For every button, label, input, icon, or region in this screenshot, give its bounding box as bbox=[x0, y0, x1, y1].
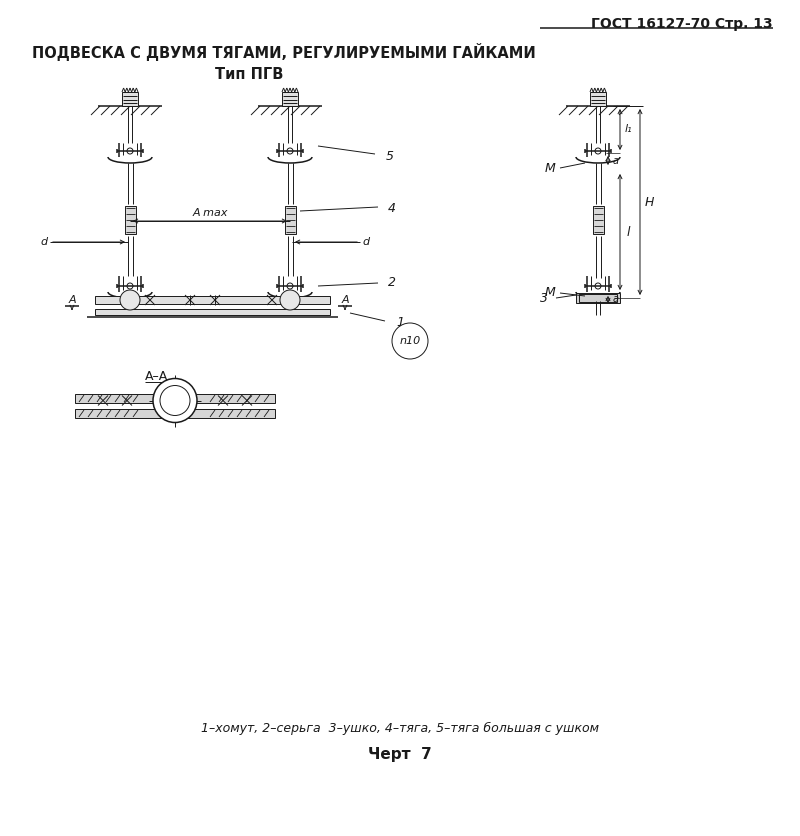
Text: a: a bbox=[613, 155, 619, 166]
Text: ГОСТ 16127-70 Стр. 13: ГОСТ 16127-70 Стр. 13 bbox=[591, 17, 773, 31]
Bar bbox=[282, 92, 298, 106]
Text: ПОДВЕСКА С ДВУМЯ ТЯГАМИ, РЕГУЛИРУЕМЫМИ ГАЙКАМИ: ПОДВЕСКА С ДВУМЯ ТЯГАМИ, РЕГУЛИРУЕМЫМИ Г… bbox=[32, 43, 536, 61]
Text: А–А: А–А bbox=[145, 370, 168, 383]
Text: a: a bbox=[613, 294, 619, 304]
Text: d: d bbox=[41, 237, 47, 247]
Circle shape bbox=[280, 290, 300, 310]
Circle shape bbox=[287, 283, 293, 289]
Circle shape bbox=[127, 283, 133, 289]
Circle shape bbox=[595, 148, 601, 154]
Bar bbox=[590, 92, 606, 106]
Bar bbox=[285, 206, 295, 233]
Circle shape bbox=[153, 379, 197, 422]
Text: М: М bbox=[545, 161, 555, 175]
Bar bbox=[95, 296, 330, 304]
Text: n10: n10 bbox=[399, 336, 421, 346]
Text: 4: 4 bbox=[388, 202, 396, 216]
Bar bbox=[122, 92, 138, 106]
Text: А: А bbox=[68, 295, 76, 305]
Text: Черт  7: Черт 7 bbox=[368, 747, 432, 762]
Text: 3: 3 bbox=[540, 292, 548, 304]
Bar bbox=[593, 206, 603, 233]
Text: l₁: l₁ bbox=[624, 125, 632, 135]
Text: М: М bbox=[545, 287, 555, 299]
Text: Тип ПГВ: Тип ПГВ bbox=[215, 67, 283, 82]
Bar bbox=[95, 309, 330, 315]
Text: 5: 5 bbox=[386, 150, 394, 162]
Circle shape bbox=[287, 148, 293, 154]
Bar bbox=[75, 409, 275, 418]
Text: A max: A max bbox=[192, 208, 228, 218]
Circle shape bbox=[127, 148, 133, 154]
Text: 2: 2 bbox=[388, 277, 396, 289]
Circle shape bbox=[120, 290, 140, 310]
Text: H: H bbox=[644, 196, 654, 208]
Bar bbox=[579, 294, 617, 302]
Circle shape bbox=[595, 283, 601, 289]
Bar bbox=[125, 206, 135, 233]
Circle shape bbox=[392, 323, 428, 359]
Text: l: l bbox=[626, 226, 630, 238]
Text: 1: 1 bbox=[396, 317, 404, 329]
Text: А: А bbox=[341, 295, 349, 305]
Text: d: d bbox=[362, 237, 370, 247]
Bar bbox=[576, 293, 620, 303]
Bar bbox=[75, 394, 275, 403]
Text: 1–хомут, 2–серьга  3–ушко, 4–тяга, 5–тяга большая с ушком: 1–хомут, 2–серьга 3–ушко, 4–тяга, 5–тяга… bbox=[201, 721, 599, 735]
